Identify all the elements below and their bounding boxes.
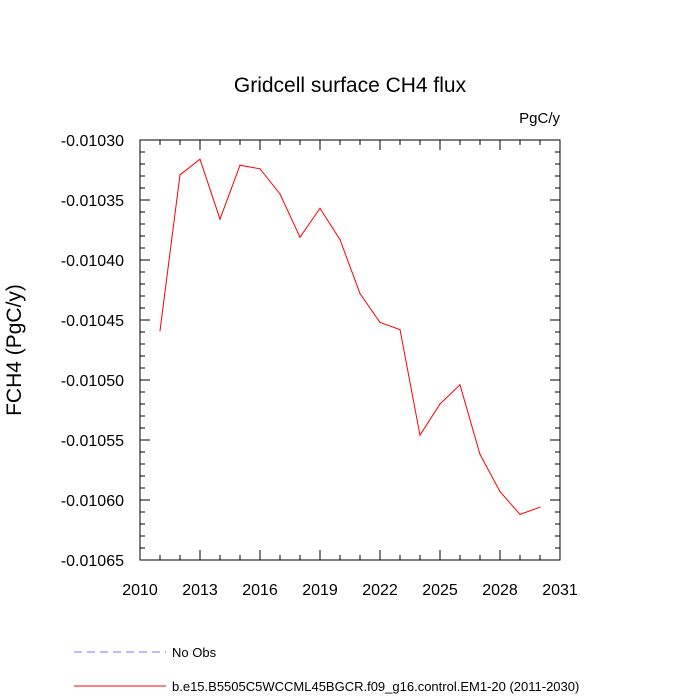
x-tick-label: 2028 xyxy=(482,582,518,599)
data-point xyxy=(199,158,201,160)
data-point xyxy=(319,207,321,209)
data-point xyxy=(299,236,301,238)
data-point xyxy=(499,491,501,493)
data-point xyxy=(219,218,221,220)
data-point xyxy=(259,168,261,170)
y-tick-label: -0.01055 xyxy=(61,433,124,450)
data-point xyxy=(339,239,341,241)
legend-label: No Obs xyxy=(172,645,217,660)
series-line xyxy=(159,158,541,515)
data-point xyxy=(399,329,401,331)
y-tick-label: -0.01065 xyxy=(61,553,124,570)
data-point xyxy=(279,193,281,195)
data-point xyxy=(479,453,481,455)
data-point xyxy=(159,330,161,332)
axis-ticks xyxy=(139,139,561,561)
x-tick-label: 2022 xyxy=(362,582,398,599)
tick-labels: 2010 2013 2016 2019 2022 2025 2028 2031 -0.01030… xyxy=(61,133,578,599)
y-tick-label: -0.01030 xyxy=(61,133,124,150)
y-tick-label: -0.01050 xyxy=(61,373,124,390)
data-point xyxy=(419,434,421,436)
x-tick-label: 2016 xyxy=(242,582,278,599)
data-point xyxy=(359,293,361,295)
data-point xyxy=(439,403,441,405)
y-tick-label: -0.01045 xyxy=(61,313,124,330)
x-tick-label: 2010 xyxy=(122,582,158,599)
x-tick-label: 2019 xyxy=(302,582,338,599)
plot-frame xyxy=(139,139,561,561)
units-label: PgC/y xyxy=(519,110,560,127)
data-point xyxy=(459,384,461,386)
data-point xyxy=(379,321,381,323)
legend-label: b.e15.B5505C5WCCML45BGCR.f09_g16.control… xyxy=(172,679,579,694)
x-tick-label: 2025 xyxy=(422,582,458,599)
y-tick-label: -0.01060 xyxy=(61,493,124,510)
data-point xyxy=(519,513,521,516)
y-tick-label: -0.01040 xyxy=(61,253,124,270)
x-tick-label: 2031 xyxy=(542,582,578,599)
data-point xyxy=(179,174,181,176)
data-point xyxy=(539,506,541,508)
legend: No Obs b.e15.B5505C5WCCML45BGCR.f09_g16.c… xyxy=(74,645,579,694)
series-lines xyxy=(159,158,541,516)
y-axis-label: FCH4 (PgC/y) xyxy=(3,284,26,416)
y-tick-label: -0.01035 xyxy=(61,193,124,210)
data-point xyxy=(239,164,241,166)
x-tick-label: 2013 xyxy=(182,582,218,599)
chart-title: Gridcell surface CH4 flux xyxy=(234,74,467,97)
